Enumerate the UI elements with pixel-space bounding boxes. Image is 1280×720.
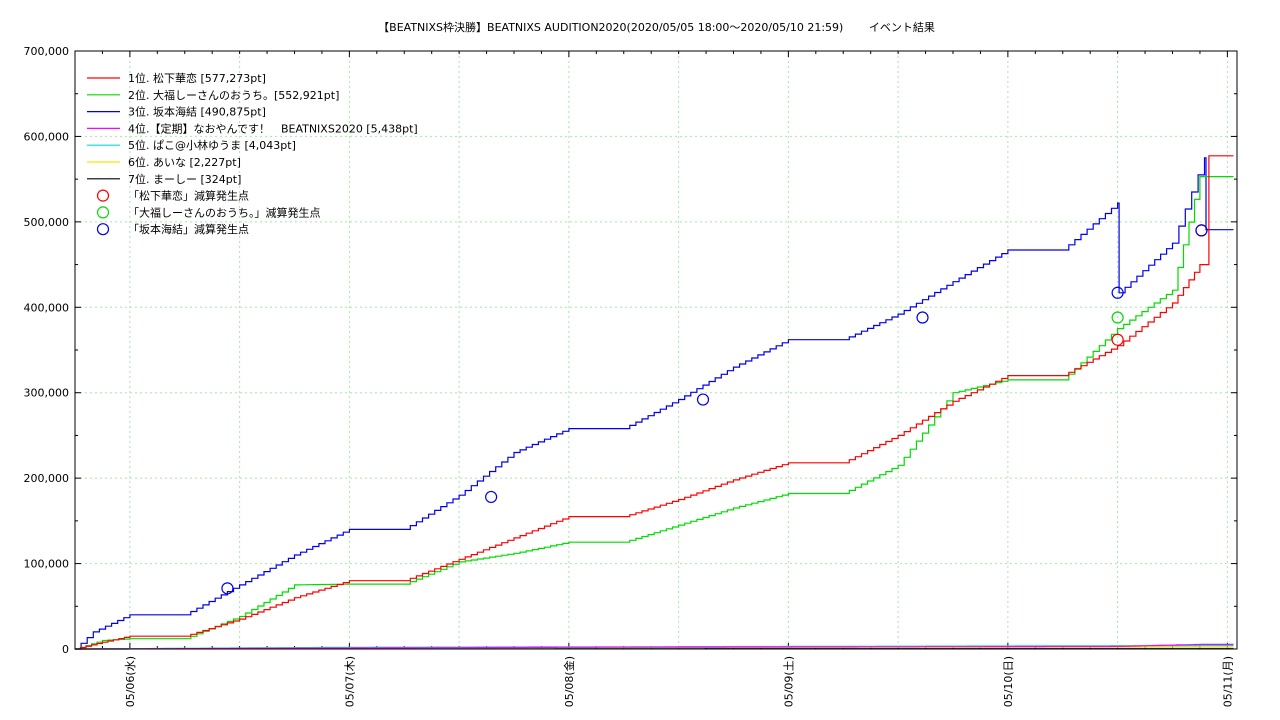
y-tick-label: 100,000 bbox=[24, 558, 70, 571]
y-tick-label: 400,000 bbox=[24, 301, 70, 314]
decrement-marker bbox=[1195, 224, 1208, 237]
decrement-marker bbox=[1111, 311, 1124, 324]
x-tick-label: 05/06(水) bbox=[124, 656, 137, 707]
decrement-marker bbox=[485, 490, 498, 504]
legend-marker bbox=[96, 189, 110, 202]
legend-label: 4位.【定期】なおやんです！ BEATNIXS2020 [5,438pt] bbox=[128, 121, 418, 135]
chart-title: 【BEATNIXS枠決勝】BEATNIXS AUDITION2020(2020/… bbox=[378, 21, 935, 34]
legend-label: 7位. まーしー [324pt] bbox=[128, 172, 241, 186]
series-line bbox=[75, 176, 1234, 650]
legend-marker bbox=[96, 223, 110, 236]
series-line bbox=[75, 157, 1234, 650]
x-tick-label: 05/10(日) bbox=[1002, 656, 1015, 707]
x-tick-label: 05/08(金) bbox=[562, 656, 576, 707]
plot-background bbox=[75, 51, 1237, 649]
legend-label: 3位. 坂本海結 [490,875pt] bbox=[128, 105, 266, 119]
grid bbox=[75, 51, 1237, 649]
x-tick-label: 05/11(月) bbox=[1221, 656, 1234, 707]
decrement-marker bbox=[221, 582, 234, 595]
y-tick-label: 300,000 bbox=[24, 387, 70, 400]
marker-layer bbox=[221, 224, 1208, 595]
legend-label: 「坂本海結」減算発生点 bbox=[128, 222, 249, 236]
x-tick-label: 05/07(木) bbox=[343, 656, 356, 707]
legend-marker bbox=[96, 206, 110, 219]
decrement-marker bbox=[1111, 286, 1124, 299]
decrement-marker bbox=[1111, 333, 1124, 346]
series-line bbox=[75, 643, 1234, 650]
y-tick-label: 0 bbox=[62, 643, 69, 656]
y-tick-label: 700,000 bbox=[24, 45, 70, 58]
legend-label: 5位. ぱこ@小林ゆうま [4,043pt] bbox=[128, 138, 296, 152]
legend: 1位. 松下華恋 [577,273pt] 2位. 大福しーさんのおうち。[552,… bbox=[87, 71, 418, 236]
decrement-marker bbox=[916, 311, 929, 324]
legend-label: 「大福しーさんのおうち。」減算発生点 bbox=[128, 205, 321, 219]
legend-label: 6位. あいな [2,227pt] bbox=[128, 155, 241, 169]
legend-label: 2位. 大福しーさんのおうち。[552,921pt] bbox=[128, 88, 339, 102]
decrement-marker bbox=[696, 393, 710, 406]
y-tick-label: 500,000 bbox=[24, 216, 70, 229]
y-tick-label: 600,000 bbox=[24, 130, 70, 143]
x-tick-label: 05/09(土) bbox=[782, 656, 795, 707]
legend-label: 「松下華恋」減算発生点 bbox=[128, 189, 249, 203]
series-line bbox=[75, 155, 1234, 650]
legend-label: 1位. 松下華恋 [577,273pt] bbox=[128, 71, 266, 85]
plot-border bbox=[74, 50, 1238, 650]
y-tick-label: 200,000 bbox=[24, 472, 70, 485]
